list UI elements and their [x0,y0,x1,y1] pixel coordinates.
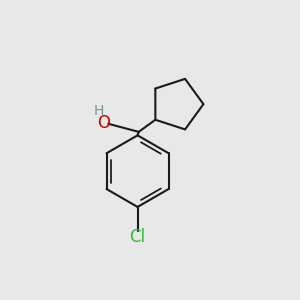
Text: Cl: Cl [130,228,146,246]
Text: H: H [94,104,104,118]
Text: O: O [98,114,111,132]
